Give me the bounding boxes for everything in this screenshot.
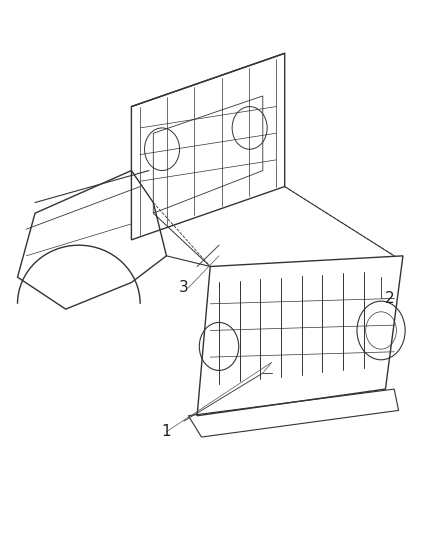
Text: 1: 1 bbox=[162, 424, 171, 439]
Text: 2: 2 bbox=[385, 291, 395, 306]
Text: 3: 3 bbox=[179, 280, 189, 295]
